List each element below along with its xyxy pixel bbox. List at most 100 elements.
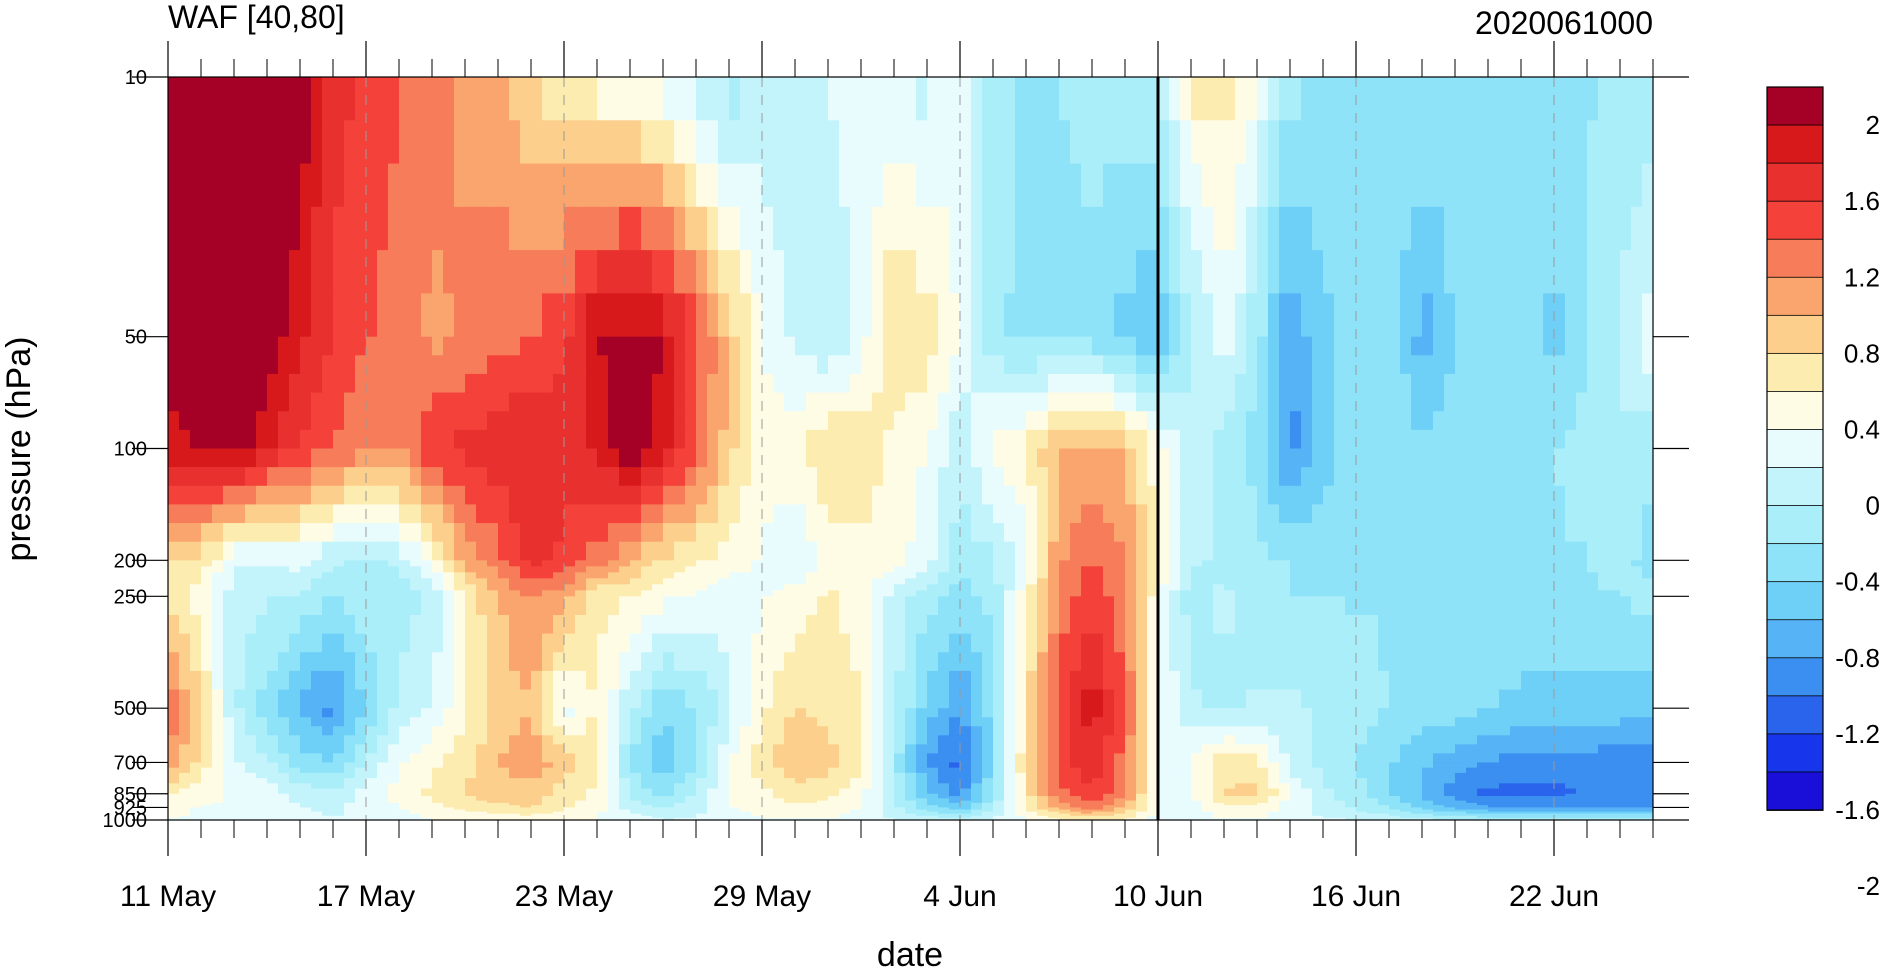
heatmap-cell [773, 429, 785, 450]
heatmap-cell [421, 541, 433, 561]
heatmap-cell [355, 708, 367, 718]
heatmap-cell [1301, 753, 1313, 764]
heatmap-cell [608, 753, 620, 764]
heatmap-cell [1147, 355, 1159, 375]
heatmap-cell [1235, 293, 1247, 338]
heatmap-cell [982, 572, 994, 579]
heatmap-cell [1411, 120, 1423, 165]
heatmap-cell [399, 689, 411, 709]
heatmap-cell [674, 392, 686, 412]
heatmap-cell [1400, 584, 1412, 591]
heatmap-cell [553, 596, 565, 616]
heatmap-cell [333, 485, 345, 506]
heatmap-cell [1213, 293, 1225, 338]
heatmap-cell [1015, 584, 1027, 591]
heatmap-cell [949, 652, 961, 672]
heatmap-cell [1444, 726, 1456, 736]
heatmap-cell [949, 753, 961, 764]
heatmap-cell [487, 753, 499, 764]
heatmap-cell [806, 735, 818, 745]
heatmap-cell [630, 566, 642, 573]
heatmap-cell [861, 336, 873, 356]
heatmap-cell [1620, 411, 1632, 431]
heatmap-cell [630, 77, 642, 121]
heatmap-cell [1092, 584, 1104, 591]
heatmap-cell [938, 560, 950, 567]
heatmap-cell [1455, 467, 1467, 487]
heatmap-cell [641, 762, 653, 769]
heatmap-cell [399, 726, 411, 736]
heatmap-cell [1521, 392, 1533, 412]
heatmap-cell [289, 689, 301, 709]
heatmap-cell [509, 429, 521, 450]
heatmap-cell [278, 584, 290, 591]
heatmap-cell [542, 504, 554, 524]
heatmap-cell [1389, 566, 1401, 573]
heatmap-cell [1180, 726, 1192, 736]
heatmap-cell [1609, 670, 1621, 691]
heatmap-cell [1543, 355, 1555, 375]
heatmap-cell [399, 523, 411, 543]
heatmap-cell [1554, 411, 1566, 431]
heatmap-cell [1400, 708, 1412, 718]
heatmap-cell [696, 762, 708, 769]
heatmap-cell [564, 206, 576, 251]
heatmap-cell [256, 392, 268, 412]
heatmap-cell [1455, 429, 1467, 450]
heatmap-cell [410, 504, 422, 524]
heatmap-cell [1510, 448, 1522, 468]
heatmap-cell [1400, 163, 1412, 208]
heatmap-cell [1224, 670, 1236, 691]
heatmap-cell [1620, 504, 1632, 524]
heatmap-cell [432, 735, 444, 745]
heatmap-cell [993, 566, 1005, 573]
heatmap-cell [993, 120, 1005, 165]
heatmap-cell [1070, 652, 1082, 672]
heatmap-cell [883, 163, 895, 208]
heatmap-cell [366, 652, 378, 672]
heatmap-cell [520, 392, 532, 412]
heatmap-cell [1444, 392, 1456, 412]
heatmap-cell [784, 77, 796, 121]
heatmap-cell [1642, 336, 1653, 356]
heatmap-cell [1224, 504, 1236, 524]
heatmap-cell [1301, 578, 1313, 585]
heatmap-cell [531, 411, 543, 431]
heatmap-cell [608, 596, 620, 616]
heatmap-cell [1499, 726, 1511, 736]
heatmap-cell [1411, 735, 1423, 745]
heatmap-cell [168, 735, 180, 745]
heatmap-cell [542, 523, 554, 543]
heatmap-cell [696, 485, 708, 506]
heatmap-cell [982, 250, 994, 294]
heatmap-cell [1125, 584, 1137, 591]
heatmap-cell [608, 726, 620, 736]
heatmap-cell [938, 726, 950, 736]
heatmap-cell [1411, 163, 1423, 208]
heatmap-cell [1059, 336, 1071, 356]
heatmap-cell [1037, 633, 1049, 653]
heatmap-cell [388, 633, 400, 653]
heatmap-cell [1235, 726, 1247, 736]
heatmap-cell [993, 584, 1005, 591]
heatmap-cell [1092, 762, 1104, 769]
heatmap-cell [454, 373, 466, 394]
heatmap-cell [1015, 596, 1027, 616]
heatmap-cell [817, 596, 829, 616]
heatmap-cell [1026, 250, 1038, 294]
heatmap-cell [971, 293, 983, 338]
heatmap-cell [179, 584, 191, 591]
heatmap-cell [201, 708, 213, 718]
heatmap-cell [1576, 572, 1588, 579]
heatmap-cell [586, 523, 598, 543]
heatmap-cell [1521, 163, 1533, 208]
heatmap-cell [1114, 726, 1126, 736]
heatmap-cell [1400, 572, 1412, 579]
heatmap-cell [597, 206, 609, 251]
heatmap-cell [740, 596, 752, 616]
heatmap-cell [377, 560, 389, 567]
heatmap-cell [619, 566, 631, 573]
heatmap-cell [872, 584, 884, 591]
heatmap-cell [1103, 744, 1115, 755]
heatmap-cell [795, 467, 807, 487]
